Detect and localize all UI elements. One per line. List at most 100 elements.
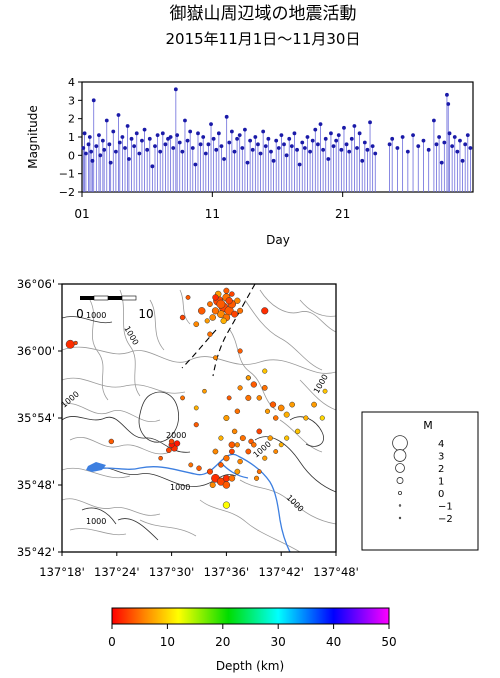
mt-point [261, 129, 266, 134]
mt-point [447, 131, 452, 136]
epicenter-marker [193, 321, 200, 328]
epicenter-marker [207, 301, 213, 307]
mt-point [334, 138, 339, 143]
scale-bar-label-0: 0 [76, 307, 84, 321]
mt-point [263, 144, 268, 149]
epicenter-marker [234, 297, 241, 304]
contour-label: 1000 [86, 311, 106, 320]
epicenter-marker [209, 481, 216, 489]
mt-point [339, 147, 344, 152]
mt-point [329, 131, 333, 136]
mt-point [90, 158, 95, 163]
mt-point [237, 133, 242, 138]
epicenter-marker [206, 468, 213, 475]
mt-point [224, 114, 229, 119]
epicenter-marker [234, 442, 240, 448]
epicenter-marker [250, 381, 257, 388]
epicenter-marker [262, 368, 268, 374]
mt-point [97, 133, 101, 138]
epicenter-marker [204, 318, 210, 324]
epicenter-marker [218, 462, 224, 468]
mt-point [132, 144, 137, 149]
epicenter-marker [278, 442, 284, 448]
mt-y-axis-label: Magnitude [26, 105, 40, 169]
mt-point [426, 147, 431, 152]
mt-point [405, 149, 410, 154]
mt-point [206, 142, 211, 147]
mt-point [117, 140, 122, 145]
epicenter-marker [261, 384, 268, 391]
colorbar-tick-label: 0 [108, 635, 116, 649]
epicenter-marker [216, 299, 226, 309]
epicenter-map: 0 10 1000 1000 2000 1000 1000 1000 1000 … [17, 277, 359, 579]
mt-x-tick-label: 01 [74, 207, 89, 221]
mt-point [463, 142, 468, 147]
epicenter-marker [269, 401, 277, 408]
mt-point [216, 131, 221, 136]
mt-point [455, 149, 460, 154]
mt-point [193, 162, 198, 167]
epicenter-marker [217, 310, 225, 319]
mt-y-axis: 4 3 2 1 0 −1 −2 [59, 76, 82, 199]
mt-point [111, 129, 116, 134]
mt-point [113, 149, 118, 154]
epicenter-marker [211, 307, 220, 315]
epicenter-marker [225, 297, 233, 305]
mt-x-tick-label: 21 [335, 207, 350, 221]
mt-point [240, 146, 245, 150]
map-lon-tick-label: 137°36' [204, 565, 250, 579]
mt-point [108, 160, 113, 165]
epicenter-marker [168, 438, 175, 445]
mt-point [137, 151, 142, 156]
mt-point [331, 144, 336, 149]
mt-point [439, 160, 444, 165]
epicenter-marker [294, 428, 301, 435]
mt-point [347, 149, 352, 154]
mt-point [460, 158, 465, 163]
mt-point [432, 118, 436, 123]
mt-y-tick-label: 0 [68, 149, 75, 162]
epicenter-marker [251, 442, 257, 448]
legend-marker [398, 516, 402, 520]
epicenter-marker [261, 307, 269, 315]
mt-point [318, 122, 323, 127]
mt-point [302, 146, 307, 150]
legend-items: 4 32 10 −1−2 [392, 435, 453, 525]
mt-point [308, 149, 312, 154]
chart-title: 御嶽山周辺域の地震活動 [170, 4, 357, 24]
map-lon-tick-label: 137°24' [94, 565, 140, 579]
colorbar-label: Depth (km) [216, 659, 284, 673]
mt-point [214, 147, 219, 152]
legend-marker [395, 463, 405, 473]
mt-point [81, 146, 86, 150]
mt-point [310, 138, 315, 143]
mt-point [437, 135, 442, 139]
colorbar-tick-label: 10 [160, 635, 175, 649]
epicenter-marker [179, 314, 186, 321]
map-background [62, 284, 336, 552]
mt-y-tick-label: −2 [59, 186, 75, 199]
mt-point [123, 146, 127, 150]
legend-label: 1 [438, 477, 444, 488]
mt-point [458, 138, 462, 143]
colorbar-gradient [111, 607, 390, 625]
epicenter-markers [65, 287, 328, 509]
legend-marker [396, 477, 404, 484]
epicenter-marker [229, 448, 235, 455]
mt-point [89, 149, 94, 154]
mt-y-tick-label: 1 [68, 131, 75, 144]
mt-point [282, 142, 286, 147]
epicenter-marker [245, 375, 251, 381]
epicenter-marker [239, 435, 246, 442]
mt-point [222, 157, 226, 161]
mt-point [140, 138, 144, 143]
epicenter-marker [228, 475, 236, 482]
epicenter-marker [237, 348, 243, 354]
mt-point [390, 136, 395, 141]
epicenter-marker [223, 414, 230, 422]
mt-y-tick-label: 3 [68, 94, 75, 107]
epicenter-marker [185, 294, 191, 300]
fault-lines [181, 284, 256, 377]
map-lat-tick-label: 36°06' [17, 277, 55, 291]
mt-point [155, 133, 160, 138]
